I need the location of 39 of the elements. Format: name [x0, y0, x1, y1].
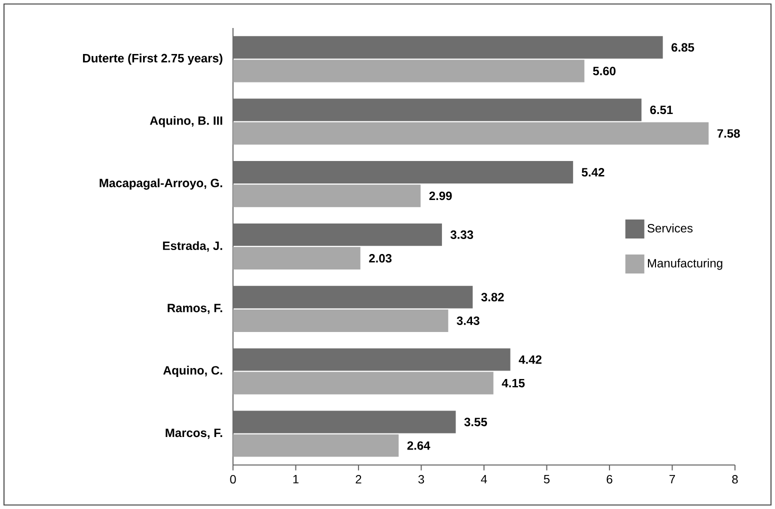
bar	[233, 122, 709, 145]
x-tick-label: 3	[418, 475, 424, 484]
x-tick-label: 7	[670, 475, 675, 484]
data-label: 3.33	[450, 230, 474, 239]
y-tick-label: Aquino, C.	[163, 366, 222, 377]
data-label: 7.58	[717, 129, 740, 138]
bar	[233, 434, 399, 457]
y-tick-label: Macapagal-Arroyo, G.	[100, 178, 222, 190]
y-tick-label: Marcos, F.	[166, 428, 222, 439]
data-label: 3.82	[481, 292, 504, 302]
legend-label: Services	[648, 224, 693, 232]
data-label: 5.42	[582, 168, 604, 177]
x-tick-label: 4	[480, 475, 487, 484]
x-tick-label: 8	[732, 475, 738, 484]
data-label: 4.42	[518, 355, 542, 364]
bar	[233, 372, 494, 394]
data-label: 6.85	[672, 43, 694, 52]
x-tick-label: 1	[293, 475, 298, 484]
bar	[233, 184, 421, 208]
x-tick-label: 6	[606, 475, 612, 484]
bar	[233, 60, 584, 82]
legend-label: Manufacturing	[648, 258, 722, 270]
y-tick-label: Estrada, J.	[163, 241, 222, 252]
y-tick-label: Duterte (First 2.75 years)	[83, 54, 222, 65]
data-label: 2.03	[369, 254, 392, 263]
y-tick-label: Aquino, B. III	[150, 116, 222, 128]
data-label: 6.51	[650, 106, 673, 114]
data-label: 4.15	[502, 378, 525, 388]
data-label: 2.64	[407, 441, 430, 450]
data-label: 5.60	[593, 66, 616, 76]
x-tick-label: 5	[544, 475, 550, 484]
data-label: 2.99	[429, 192, 452, 200]
x-tick-label: 2	[356, 475, 362, 484]
data-label: 3.55	[464, 418, 488, 426]
y-tick-label: Ramos, F.	[168, 304, 222, 314]
x-tick-label: 0	[230, 475, 236, 484]
bar	[233, 247, 360, 270]
bar	[233, 309, 448, 332]
data-label: 3.43	[456, 316, 480, 325]
